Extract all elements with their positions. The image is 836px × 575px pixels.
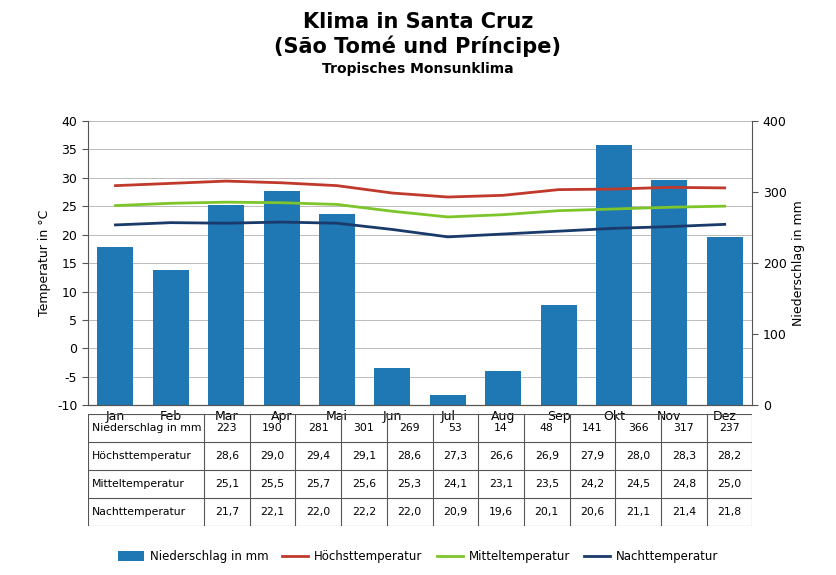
Text: 24,5: 24,5: [626, 479, 650, 489]
Text: 19,6: 19,6: [489, 507, 513, 517]
Text: 25,3: 25,3: [398, 479, 422, 489]
Text: 28,6: 28,6: [398, 451, 422, 461]
Bar: [430, 396, 466, 405]
Bar: [263, 191, 299, 405]
Text: 20,1: 20,1: [535, 507, 559, 517]
Text: 48: 48: [540, 423, 553, 433]
Text: 25,7: 25,7: [306, 479, 330, 489]
Y-axis label: Temperatur in °C: Temperatur in °C: [38, 210, 52, 316]
Text: 14: 14: [494, 423, 508, 433]
Text: 24,8: 24,8: [672, 479, 696, 489]
Text: 22,2: 22,2: [352, 507, 376, 517]
Text: 21,1: 21,1: [626, 507, 650, 517]
Text: Nachttemperatur: Nachttemperatur: [92, 507, 186, 517]
Text: 24,1: 24,1: [443, 479, 467, 489]
Text: 22,1: 22,1: [261, 507, 285, 517]
Bar: [319, 214, 355, 405]
Text: 22,0: 22,0: [398, 507, 422, 517]
Text: 301: 301: [354, 423, 375, 433]
Bar: [153, 270, 189, 405]
Text: 26,6: 26,6: [489, 451, 513, 461]
Text: 26,9: 26,9: [535, 451, 558, 461]
Text: 29,0: 29,0: [261, 451, 285, 461]
Text: 366: 366: [628, 423, 649, 433]
Text: Klima in Santa Cruz: Klima in Santa Cruz: [303, 12, 533, 32]
Text: 281: 281: [308, 423, 329, 433]
Text: 21,7: 21,7: [215, 507, 239, 517]
Text: 23,1: 23,1: [489, 479, 513, 489]
Text: 24,2: 24,2: [580, 479, 604, 489]
Text: 141: 141: [582, 423, 603, 433]
Text: 237: 237: [719, 423, 740, 433]
Text: 28,0: 28,0: [626, 451, 650, 461]
Text: 27,9: 27,9: [580, 451, 604, 461]
Text: 29,4: 29,4: [306, 451, 330, 461]
Bar: [541, 305, 577, 405]
Text: 28,6: 28,6: [215, 451, 239, 461]
Text: 22,0: 22,0: [306, 507, 330, 517]
Legend: Niederschlag in mm, Höchsttemperatur, Mitteltemperatur, Nachttemperatur: Niederschlag in mm, Höchsttemperatur, Mi…: [113, 546, 723, 568]
Text: Mitteltemperatur: Mitteltemperatur: [92, 479, 185, 489]
Text: 25,0: 25,0: [717, 479, 742, 489]
Y-axis label: Niederschlag in mm: Niederschlag in mm: [793, 200, 805, 326]
Text: 20,9: 20,9: [443, 507, 467, 517]
Text: 317: 317: [674, 423, 694, 433]
Bar: [208, 205, 244, 405]
Text: 190: 190: [263, 423, 283, 433]
Text: 29,1: 29,1: [352, 451, 376, 461]
Text: 25,6: 25,6: [352, 479, 376, 489]
Text: 25,1: 25,1: [215, 479, 239, 489]
Text: 223: 223: [217, 423, 237, 433]
Text: Tropisches Monsunklima: Tropisches Monsunklima: [322, 62, 514, 75]
Bar: [98, 247, 134, 405]
Text: 21,8: 21,8: [717, 507, 742, 517]
Text: 53: 53: [449, 423, 462, 433]
Bar: [651, 180, 687, 405]
Text: 25,5: 25,5: [261, 479, 285, 489]
Text: 23,5: 23,5: [535, 479, 558, 489]
Text: 27,3: 27,3: [443, 451, 467, 461]
Text: (São Tomé und Príncipe): (São Tomé und Príncipe): [274, 36, 562, 57]
Text: 21,4: 21,4: [672, 507, 696, 517]
Bar: [596, 145, 632, 405]
Bar: [375, 367, 410, 405]
Text: 28,3: 28,3: [672, 451, 696, 461]
Text: Höchsttemperatur: Höchsttemperatur: [92, 451, 191, 461]
Text: 28,2: 28,2: [717, 451, 742, 461]
Text: 269: 269: [400, 423, 420, 433]
Text: Niederschlag in mm: Niederschlag in mm: [92, 423, 201, 433]
Bar: [706, 237, 742, 405]
Text: 20,6: 20,6: [580, 507, 604, 517]
Bar: [485, 371, 521, 405]
